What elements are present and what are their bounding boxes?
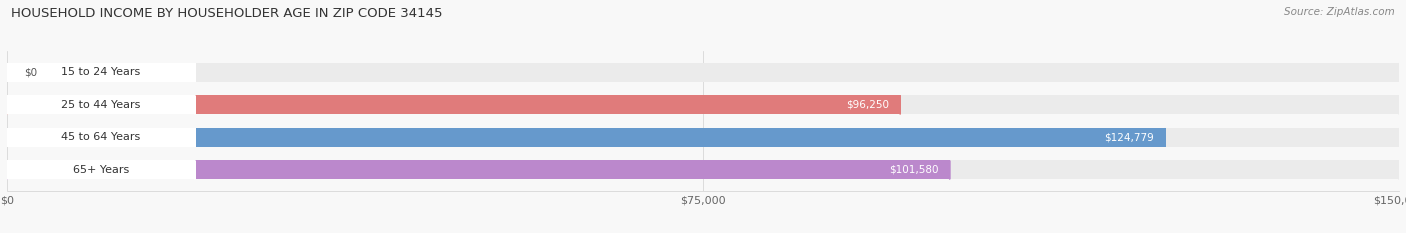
Bar [7,64,195,81]
Bar [7,161,949,179]
Text: $124,779: $124,779 [1104,132,1154,142]
Bar [7,96,195,114]
Bar [7,161,195,179]
Bar [7,129,195,146]
Text: $0: $0 [24,67,37,77]
Bar [7,161,195,179]
Text: 65+ Years: 65+ Years [73,165,129,175]
Bar [7,128,195,147]
Bar [7,64,195,81]
Text: HOUSEHOLD INCOME BY HOUSEHOLDER AGE IN ZIP CODE 34145: HOUSEHOLD INCOME BY HOUSEHOLDER AGE IN Z… [11,7,443,20]
Text: 45 to 64 Years: 45 to 64 Years [62,132,141,142]
Text: 15 to 24 Years: 15 to 24 Years [62,67,141,77]
Bar [7,129,195,146]
Text: $101,580: $101,580 [889,165,939,175]
Bar [7,96,900,114]
Text: $96,250: $96,250 [846,100,889,110]
Bar [7,161,1399,179]
Bar [7,63,195,82]
Bar [7,63,1399,82]
Bar [7,128,1399,147]
Bar [7,96,1399,114]
Text: 25 to 44 Years: 25 to 44 Years [62,100,141,110]
Bar [7,161,195,178]
Bar [7,96,195,113]
Text: Source: ZipAtlas.com: Source: ZipAtlas.com [1284,7,1395,17]
Bar [7,96,195,114]
Bar [7,128,1166,147]
